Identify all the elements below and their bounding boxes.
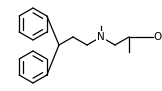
Text: N: N [97, 32, 105, 42]
Text: OH: OH [153, 32, 162, 42]
